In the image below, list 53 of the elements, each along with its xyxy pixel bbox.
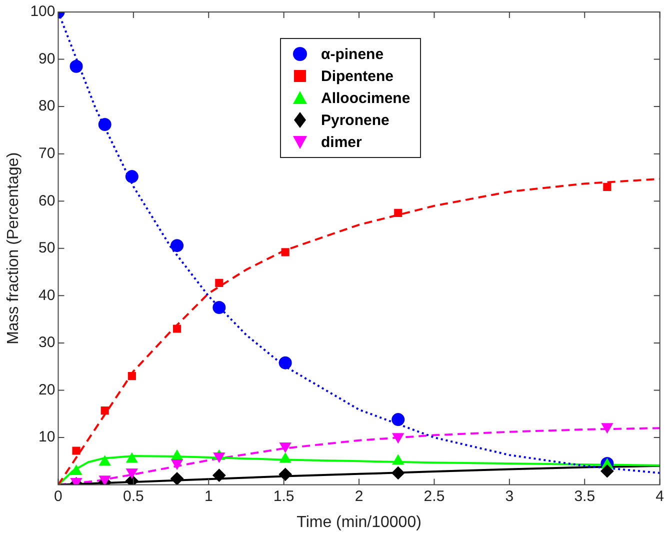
x-tick-label: 0.5 [122,488,144,505]
y-tick-label: 100 [30,3,56,20]
y-tick-label: 20 [38,381,56,398]
point [215,278,224,287]
line-series [58,178,660,485]
point [100,406,109,415]
x-tick-label: 4 [656,488,664,505]
point [98,118,112,132]
x-tick-label: 1.5 [273,488,294,505]
y-tick-label: 30 [38,334,56,352]
point [212,301,226,314]
point [170,472,184,485]
point [173,324,182,333]
point [99,456,111,466]
point [600,464,614,478]
point [72,446,80,455]
point [125,170,138,184]
legend-label: dimer [321,134,362,150]
y-tick-label: 50 [38,240,56,257]
legend-label: Pyronene [321,112,390,128]
point [171,450,183,460]
legend-label: α-pinene [321,46,384,62]
y-tick-label: 70 [38,144,56,162]
point [170,239,184,252]
point [70,465,82,476]
x-axis-title: Time (min/10000) [296,514,422,531]
point [280,452,292,463]
legend-label: Dipentene [321,68,394,84]
x-tick-label: 3.5 [574,488,596,505]
y-tick-label: 90 [38,50,56,68]
y-tick-label: 40 [38,286,56,304]
y-tick-label: 10 [38,428,56,446]
point [70,60,83,73]
y-axis-title: Mass fraction (Percentage) [5,152,22,344]
point [603,182,612,191]
point [392,466,405,480]
point [278,468,292,481]
point [281,248,290,256]
legend-label: Alloocimene [321,90,410,106]
x-tick-label: 2.5 [424,488,445,505]
y-tick-label: 60 [38,192,56,210]
x-tick-label: 0 [54,488,62,505]
point [126,452,138,463]
point [278,356,292,370]
point [128,372,136,380]
point [212,468,226,482]
point [392,454,404,465]
y-tick-label: 80 [38,98,56,115]
x-tick-label: 1 [204,488,213,505]
x-tick-label: 3 [505,488,514,505]
point [394,208,402,217]
point [392,413,405,426]
x-tick-label: 2 [354,488,364,505]
